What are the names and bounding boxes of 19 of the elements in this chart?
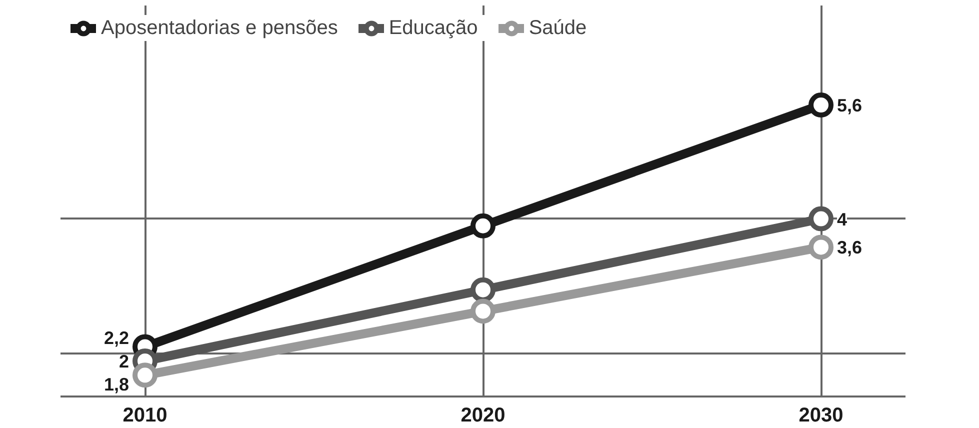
point [808, 92, 834, 118]
point [808, 206, 834, 232]
x-tick-label: 2010 [122, 404, 168, 426]
data-label: 5,6 [837, 96, 862, 116]
point [808, 234, 834, 260]
point [470, 277, 496, 302]
data-label: 4 [837, 209, 848, 230]
legend-label: Aposentadorias e pensões [101, 16, 338, 40]
data-label: 2,2 [104, 328, 130, 348]
legend-label: Saúde [528, 16, 587, 40]
legend-label: Educação [388, 16, 478, 40]
point [132, 362, 158, 388]
data-label: 1,8 [104, 374, 130, 395]
x-tick-label: 2030 [798, 404, 844, 426]
data-label: 2 [118, 351, 130, 372]
x-tick-label: 2020 [460, 404, 506, 426]
point [470, 298, 496, 324]
data-label: 3,6 [837, 238, 862, 258]
point [470, 213, 496, 238]
